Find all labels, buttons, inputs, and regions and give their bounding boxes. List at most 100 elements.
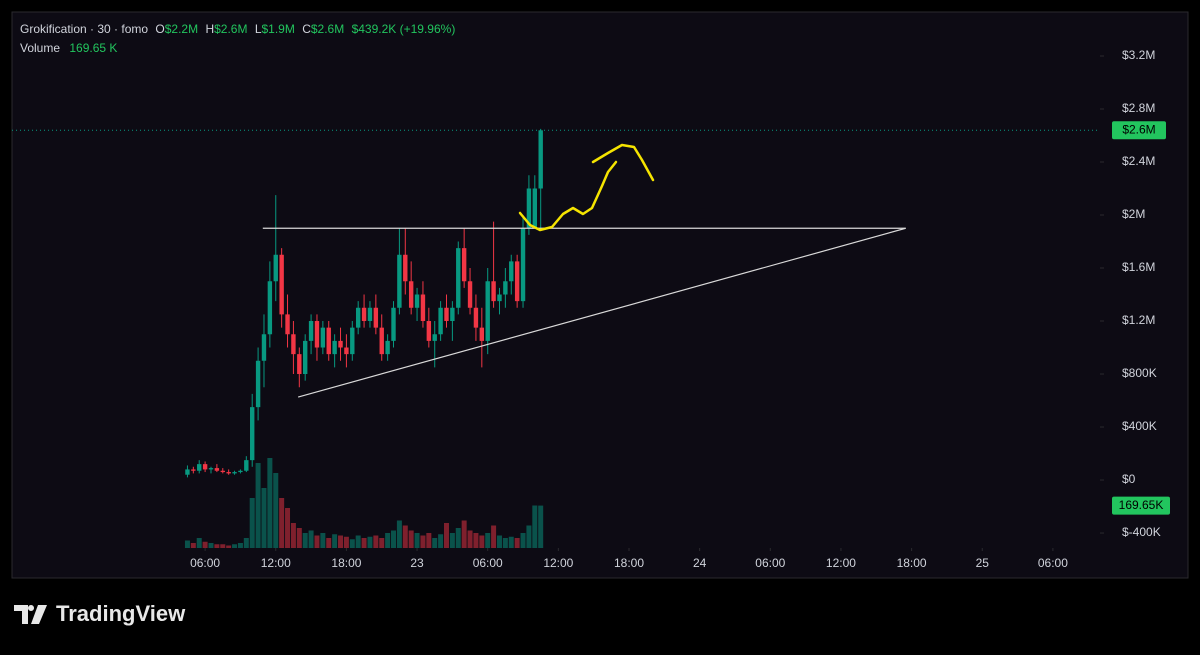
low-key: L [255, 22, 262, 36]
candle-body [214, 468, 220, 471]
brand-name: TradingView [56, 601, 186, 626]
volume-bar [243, 538, 249, 548]
candle-body [361, 307, 367, 322]
candle-body [320, 327, 326, 348]
x-tick-label: 06:00 [755, 556, 785, 570]
candle-body [250, 407, 255, 461]
candle-body [285, 314, 290, 335]
high-key: H [205, 22, 214, 36]
candle-body [450, 307, 455, 322]
candle-body [438, 307, 443, 335]
x-tick-label: 12:00 [261, 556, 291, 570]
volume-key: Volume [20, 41, 60, 55]
y-tick-label: $2M [1122, 207, 1145, 221]
candle-body [509, 261, 514, 282]
volume-bar [302, 533, 308, 548]
y-tick-label: $-400K [1122, 525, 1161, 539]
volume-bar [338, 535, 344, 548]
volume-bar [249, 498, 255, 548]
volume-bar [520, 533, 526, 548]
volume-bar [196, 538, 202, 548]
volume-bar [443, 523, 449, 548]
y-tick-label: $1.6M [1122, 260, 1155, 274]
volume-bar [467, 530, 473, 548]
candle-body [420, 294, 426, 322]
volume-bar [385, 533, 391, 548]
high-value: $2.6M [214, 22, 247, 36]
candle-body [350, 327, 355, 355]
candle-body [426, 321, 432, 341]
plot-area: $-400K $0 $400K $800K $1.2M $1.6M $2M $2.4M $2.8… [12, 48, 1170, 570]
volume-bar [438, 534, 444, 548]
volume-bar [502, 538, 508, 548]
y-tick-label: $0 [1122, 472, 1136, 486]
y-tick-label: $400K [1122, 419, 1157, 433]
volume-bar [314, 535, 320, 548]
candle-body [456, 248, 461, 308]
volume-value: 169.65 K [69, 41, 117, 55]
candle-body [344, 347, 349, 355]
candle-body [514, 261, 520, 302]
candle-body [297, 354, 302, 375]
volume-bar [361, 538, 367, 548]
candle-body [191, 469, 196, 471]
volume-bar [508, 536, 514, 548]
candle-body [444, 307, 449, 322]
candle-body [302, 340, 308, 375]
x-tick-label: 12:00 [543, 556, 573, 570]
candle-body [291, 334, 296, 355]
volume-bar [332, 534, 338, 548]
candle-body [503, 281, 508, 295]
volume-bar [379, 538, 385, 548]
candle-body [244, 460, 249, 471]
x-tick-label: 23 [410, 556, 424, 570]
volume-bar [208, 543, 214, 548]
x-tick-label: 06:00 [473, 556, 503, 570]
candle-body [473, 307, 479, 328]
x-tick-label: 18:00 [331, 556, 361, 570]
candle-body [279, 254, 284, 315]
candle-body [273, 254, 278, 282]
volume-bar [267, 458, 273, 548]
candle-body [202, 464, 208, 470]
candle-body [238, 470, 243, 473]
last-price-label: $2.6M [1122, 122, 1155, 136]
last-volume-label: 169.65K [1119, 498, 1164, 512]
volume-bar [232, 544, 238, 548]
candle-body [332, 340, 337, 355]
volume-bar [426, 533, 432, 548]
x-tick-label: 18:00 [614, 556, 644, 570]
x-tick-label: 18:00 [897, 556, 927, 570]
candle-body [538, 130, 543, 189]
volume-bar [391, 530, 397, 548]
candle-body [326, 327, 331, 355]
candle-body [373, 307, 379, 328]
last-volume-tag [1112, 496, 1170, 515]
close-value: $2.6M [311, 22, 344, 36]
low-value: $1.9M [262, 22, 295, 36]
volume-bar [285, 508, 291, 548]
candle-body [197, 464, 202, 471]
candle-body [408, 281, 414, 308]
volume-header: Volume 169.65 K [20, 41, 117, 55]
y-tick-label: $800K [1122, 366, 1157, 380]
volume-bar [290, 523, 296, 548]
close-key: C [302, 22, 311, 36]
volume-bar [349, 539, 355, 548]
freehand-drawing [591, 143, 655, 182]
candle-body [479, 327, 485, 341]
open-key: O [155, 22, 164, 36]
volume-bar [396, 520, 402, 548]
candle-body [232, 472, 237, 474]
volume-bar [432, 538, 438, 548]
candle-body [526, 188, 532, 229]
header: Grokification · 30 · fomo O$2.2M H$2.6M … [20, 22, 455, 36]
y-tick-label: $1.2M [1122, 313, 1155, 327]
trend-line [297, 227, 906, 398]
candle-body [308, 321, 314, 341]
volume-bar [355, 535, 361, 548]
y-tick-label: $2.8M [1122, 101, 1155, 115]
candle-body [220, 470, 225, 473]
candle-body [255, 360, 261, 408]
